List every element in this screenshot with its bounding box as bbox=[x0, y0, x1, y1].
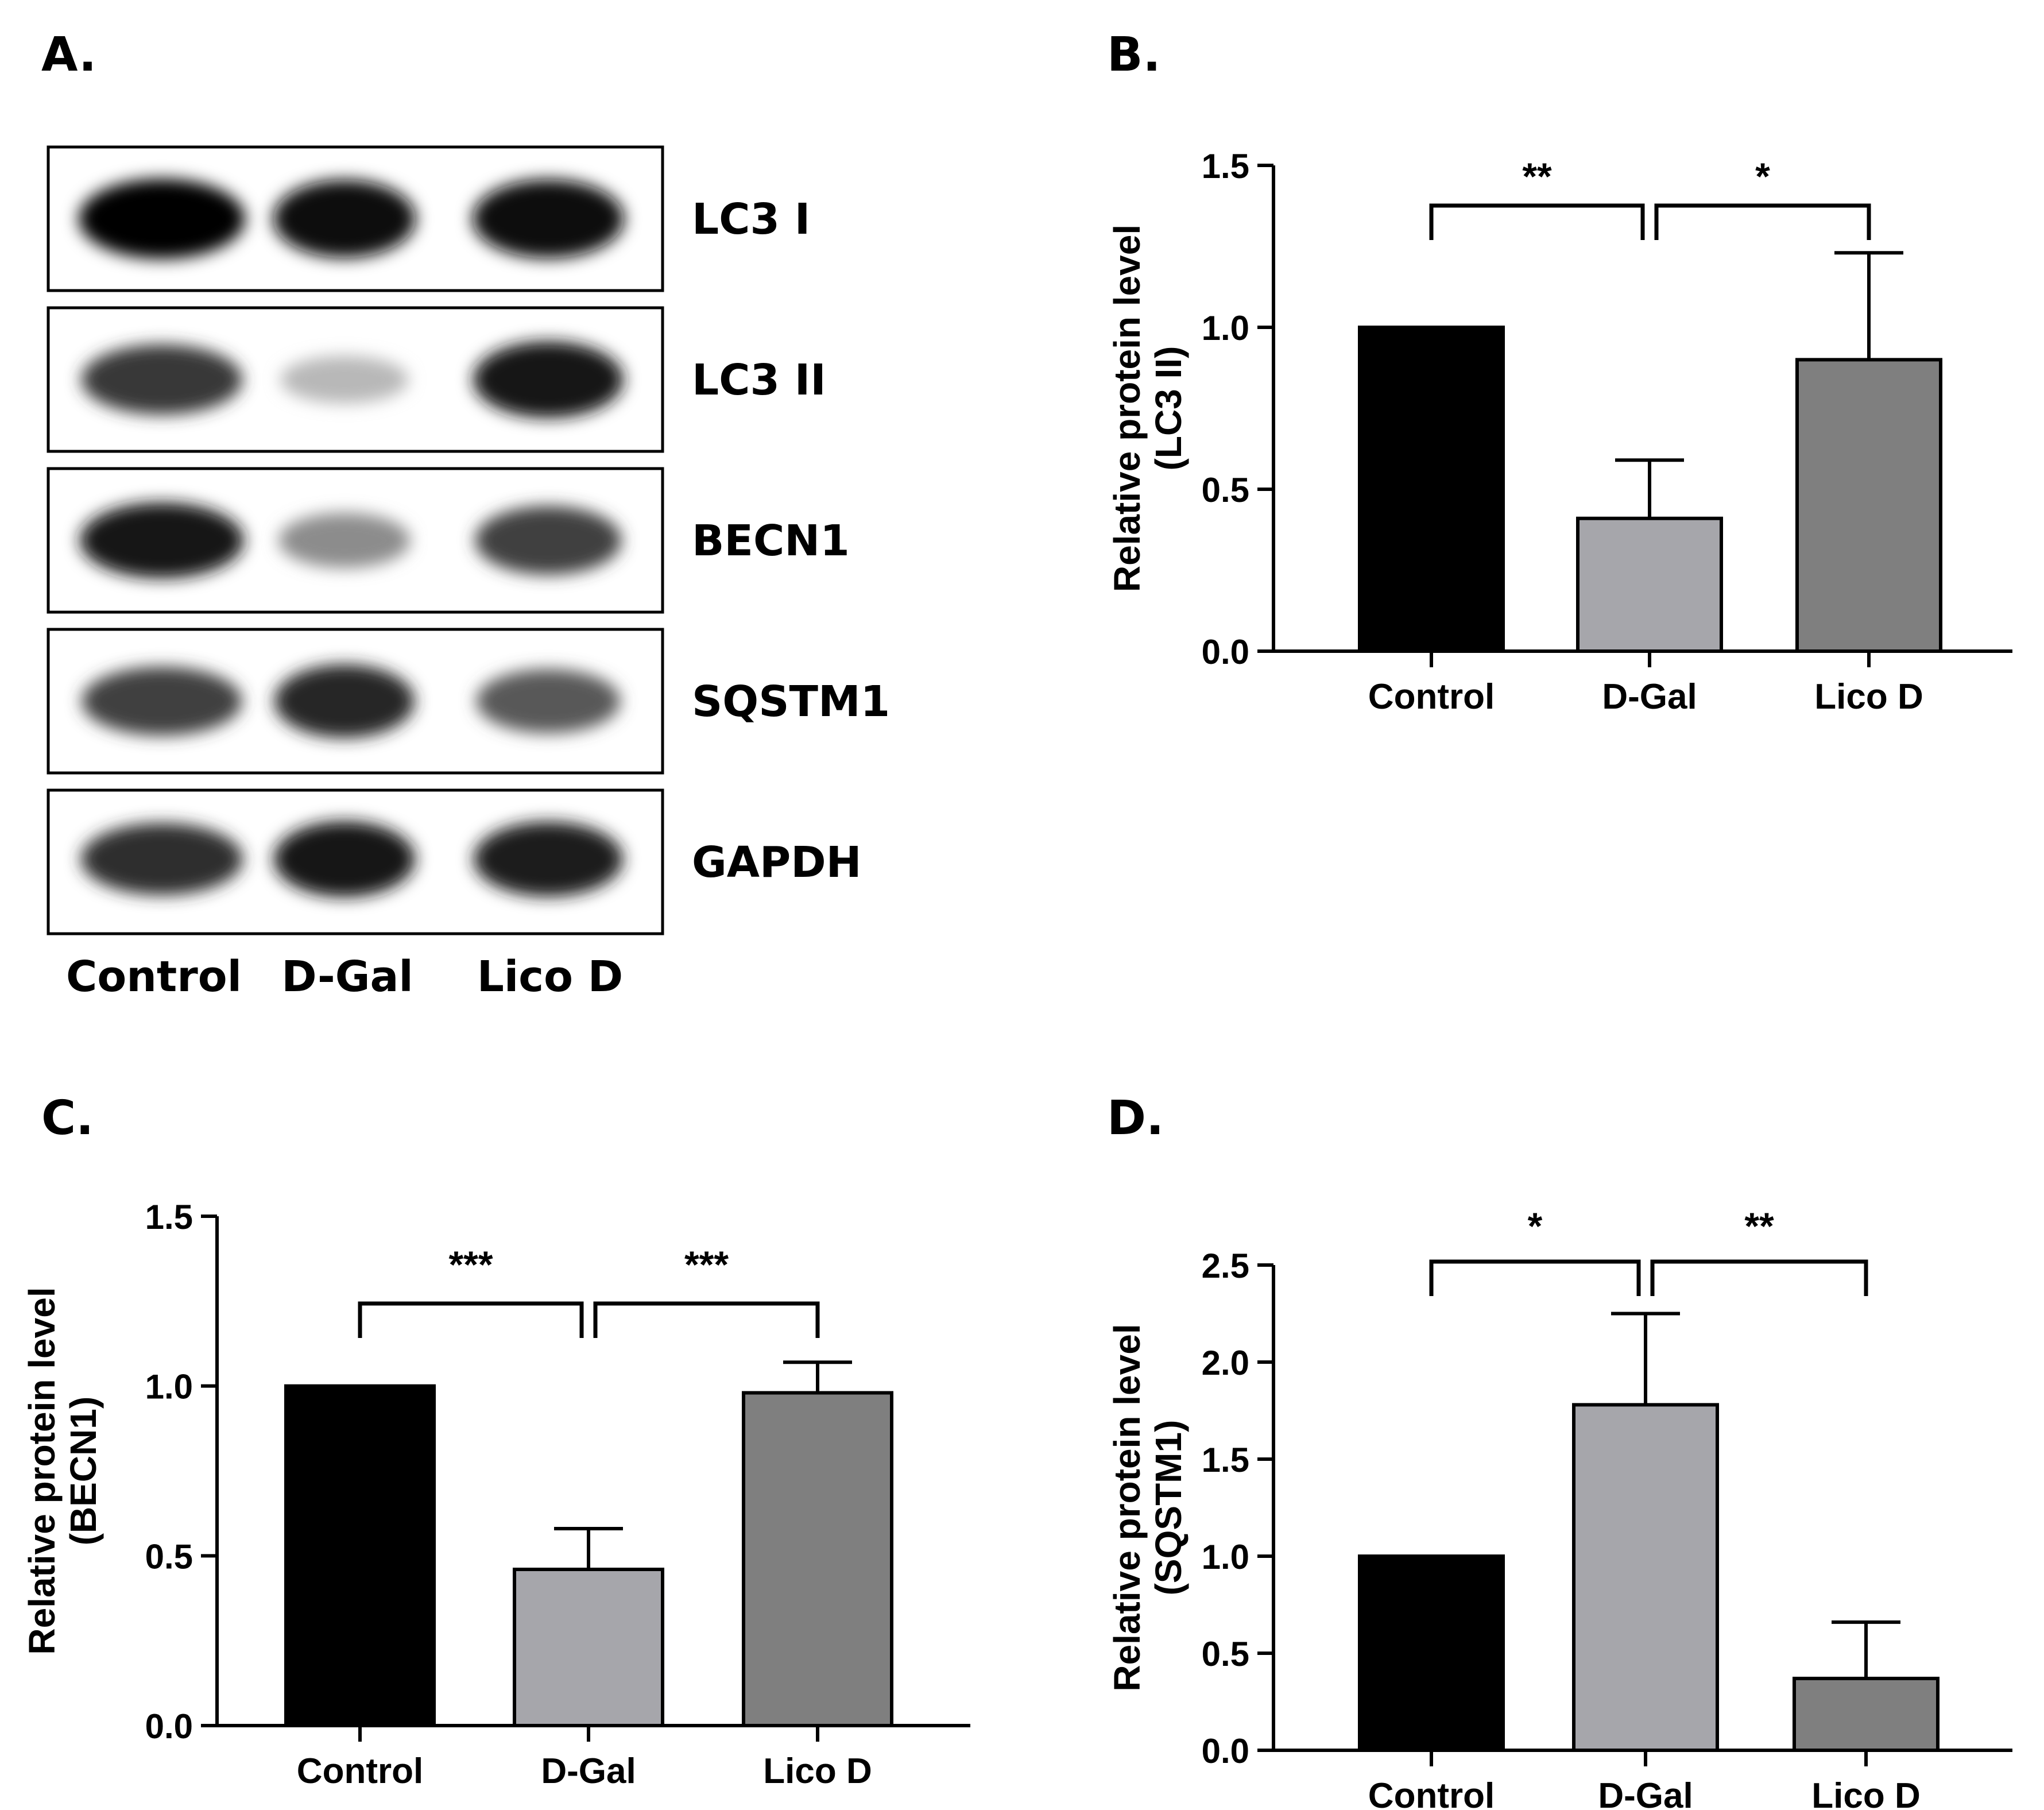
x-tick-label: D-Gal bbox=[541, 1751, 636, 1791]
significance-label: ** bbox=[1744, 1205, 1774, 1247]
bar-lico-d bbox=[1793, 1676, 1940, 1752]
y-tick-label: 1.5 bbox=[1202, 1441, 1249, 1479]
x-tick-label: Control bbox=[1368, 1776, 1495, 1810]
y-tick-label: 0.5 bbox=[1202, 471, 1249, 509]
y-tick-label: 1.5 bbox=[1202, 147, 1249, 185]
x-tick-label: Lico D bbox=[1814, 677, 1923, 717]
y-tick-label: 0.0 bbox=[1202, 633, 1249, 671]
x-tick-label: Lico D bbox=[1811, 1776, 1920, 1810]
y-axis-label: Relative protein level bbox=[1106, 1324, 1148, 1691]
y-tick-label: 2.0 bbox=[1202, 1344, 1249, 1382]
panel-label-a: A. bbox=[41, 28, 97, 82]
panel-label-d: D. bbox=[1107, 1091, 1164, 1146]
significance-label: *** bbox=[684, 1243, 729, 1286]
significance-bracket bbox=[358, 1301, 584, 1338]
x-tick-label: D-Gal bbox=[1598, 1776, 1693, 1810]
y-axis-label: (LC3 II) bbox=[1148, 346, 1189, 471]
significance-label: *** bbox=[448, 1243, 493, 1286]
y-tick-label: 1.0 bbox=[1202, 309, 1249, 347]
significance-bracket bbox=[593, 1301, 820, 1338]
x-tick-label: Control bbox=[297, 1751, 423, 1791]
bar-control bbox=[284, 1384, 436, 1728]
y-tick-label: 0.0 bbox=[1202, 1732, 1249, 1770]
y-tick-label: 1.0 bbox=[1202, 1538, 1249, 1576]
significance-bracket bbox=[1650, 1259, 1868, 1296]
y-axis-label: (BECN1) bbox=[63, 1397, 104, 1546]
bar-control bbox=[1358, 1554, 1505, 1752]
x-tick-label: D-Gal bbox=[1602, 677, 1697, 717]
bar-d-gal bbox=[1576, 516, 1723, 653]
y-axis-label: Relative protein level bbox=[21, 1287, 63, 1654]
significance-bracket bbox=[1654, 203, 1871, 240]
y-tick-label: 0.0 bbox=[145, 1707, 193, 1746]
x-tick-label: Control bbox=[1368, 677, 1495, 717]
y-tick-label: 0.5 bbox=[1202, 1635, 1249, 1673]
y-axis-label: Relative protein level bbox=[1106, 225, 1148, 592]
y-axis-label: (SQSTM1) bbox=[1148, 1420, 1189, 1596]
significance-bracket bbox=[1429, 1259, 1641, 1296]
significance-label: ** bbox=[1522, 155, 1552, 198]
bar-control bbox=[1358, 326, 1505, 653]
y-tick-label: 2.5 bbox=[1202, 1247, 1249, 1285]
y-tick-label: 1.0 bbox=[145, 1368, 193, 1406]
panel-label-c: C. bbox=[41, 1091, 94, 1146]
bar-d-gal bbox=[1572, 1403, 1719, 1753]
panel-label-b: B. bbox=[1107, 28, 1161, 82]
significance-bracket bbox=[1429, 203, 1645, 240]
x-tick-label: Lico D bbox=[763, 1751, 872, 1791]
y-tick-label: 1.5 bbox=[145, 1198, 193, 1236]
significance-label: * bbox=[1528, 1205, 1543, 1247]
significance-label: * bbox=[1755, 155, 1770, 198]
y-tick-label: 0.5 bbox=[145, 1537, 193, 1576]
